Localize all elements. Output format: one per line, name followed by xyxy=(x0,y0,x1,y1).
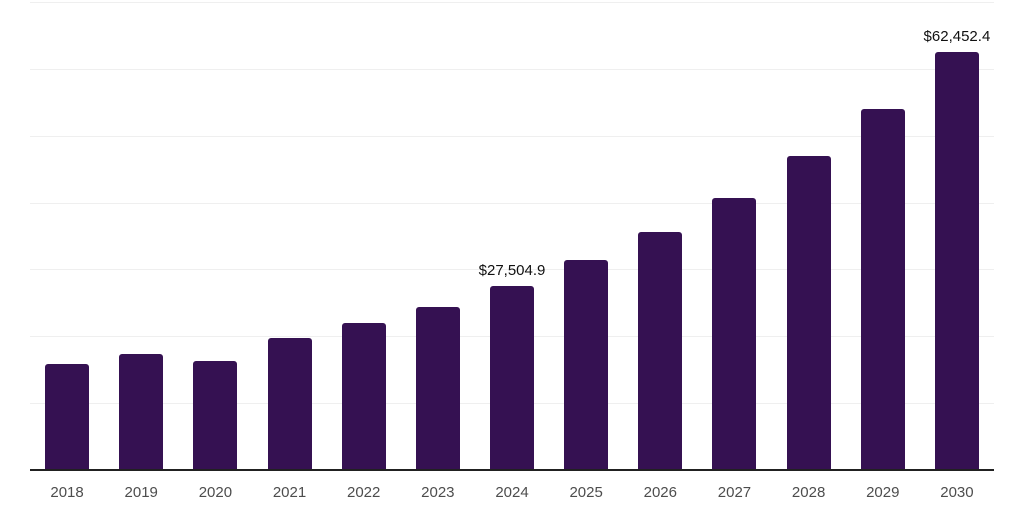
bar-2024 xyxy=(490,286,534,470)
bar-value-label-2030: $62,452.4 xyxy=(923,28,991,46)
x-tick-label-2028: 2028 xyxy=(791,484,826,501)
x-tick-label-2025: 2025 xyxy=(569,484,603,501)
x-tick-label-2022: 2022 xyxy=(347,484,381,501)
gridline xyxy=(30,68,994,70)
x-tick-label-2023: 2023 xyxy=(421,484,455,501)
bar-2019 xyxy=(119,354,164,470)
bar-2027 xyxy=(712,197,757,470)
bar-2022 xyxy=(341,322,386,470)
bar-2021 xyxy=(267,338,312,470)
gridline xyxy=(30,269,994,271)
x-tick-label-2020: 2020 xyxy=(198,484,233,501)
gridline xyxy=(30,2,994,3)
gridline xyxy=(30,202,994,204)
bar-value-label-2024: $27,504.9 xyxy=(478,262,546,280)
bar-2029 xyxy=(860,108,905,470)
bar-2028 xyxy=(786,156,831,470)
bar-2020 xyxy=(193,361,238,470)
x-tick-label-2018: 2018 xyxy=(50,484,84,501)
bar-2026 xyxy=(638,232,683,470)
x-tick-label-2021: 2021 xyxy=(272,484,307,501)
x-tick-label-2024: 2024 xyxy=(495,484,529,501)
x-tick-label-2030: 2030 xyxy=(940,484,974,501)
bar-2018 xyxy=(45,364,90,470)
x-tick-label-2027: 2027 xyxy=(717,484,752,501)
x-tick-label-2026: 2026 xyxy=(643,484,677,501)
bar-2030 xyxy=(934,52,979,470)
bar-2025 xyxy=(564,260,609,470)
bar-2023 xyxy=(415,306,460,470)
x-tick-label-2019: 2019 xyxy=(124,484,158,501)
plot-area: $27,504.9 $62,452.4 xyxy=(30,2,994,470)
x-tick-label-2029: 2029 xyxy=(866,484,900,501)
x-axis-line xyxy=(30,469,994,471)
gridline xyxy=(30,135,994,137)
